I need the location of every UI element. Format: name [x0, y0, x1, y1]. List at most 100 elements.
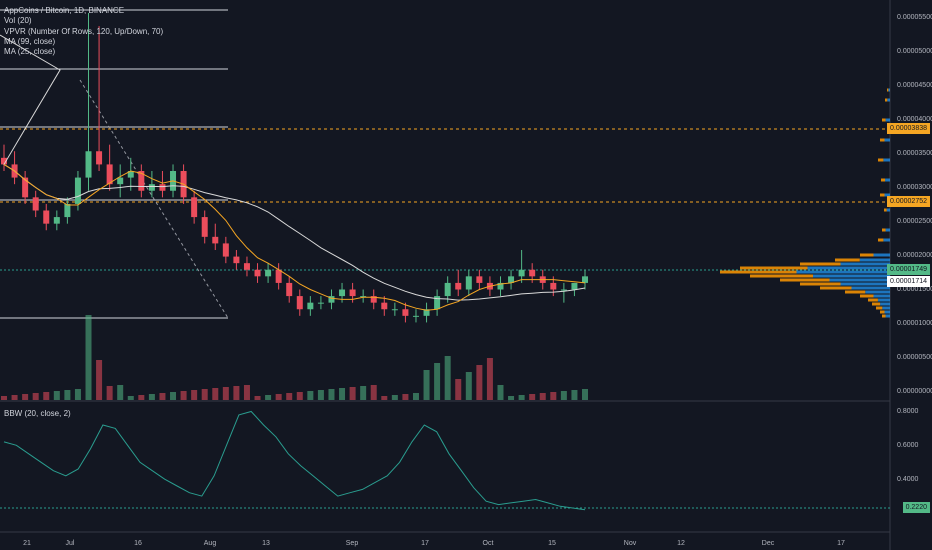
vpvr-bar-up: [877, 298, 890, 302]
volume-bar: [254, 396, 261, 400]
candle-body: [508, 276, 515, 283]
candle-body: [307, 302, 314, 310]
vpvr-bar-up: [884, 310, 890, 314]
price-tag-last: 0.00001749: [887, 264, 930, 275]
volume-bar: [85, 315, 92, 400]
time-axis-label: 21: [23, 540, 31, 547]
price-axis-label: 0.00001000: [897, 320, 932, 327]
legend-volume[interactable]: Vol (20): [4, 16, 32, 26]
legend-vpvr[interactable]: VPVR (Number Of Rows, 120, Up/Down, 70): [4, 26, 164, 36]
time-axis-label: Jul: [66, 540, 75, 547]
candle-body: [550, 282, 557, 290]
volume-bar: [328, 389, 335, 400]
candle-body: [74, 177, 81, 204]
price-axis-label: 0.00005500: [897, 14, 932, 21]
candle-body: [265, 269, 272, 277]
candle-body: [254, 269, 261, 277]
candle-body: [64, 203, 71, 218]
volume-bar: [286, 393, 293, 400]
time-axis-label: Nov: [624, 540, 637, 547]
candle-body: [434, 296, 441, 310]
vpvr-bar-down: [878, 238, 884, 242]
candle-body: [529, 269, 536, 277]
price-axis-label: 0.00004000: [897, 116, 932, 123]
vpvr-bar-up: [885, 178, 890, 182]
candle-body: [296, 296, 303, 310]
legend-ma99[interactable]: MA (99, close): [4, 36, 56, 46]
volume-bar: [117, 385, 124, 400]
price-axis-label: 0.00000500: [897, 354, 932, 361]
candle-body: [328, 296, 335, 303]
time-axis-label: Dec: [762, 540, 775, 547]
volume-bar: [222, 387, 229, 400]
candle-body: [1, 157, 7, 165]
candle-body: [339, 289, 346, 297]
bbw-axis-label: 0.8000: [897, 408, 919, 415]
volume-bar: [43, 392, 50, 400]
vpvr-bar-up: [883, 158, 890, 162]
candle-body: [243, 263, 250, 270]
candle-body: [497, 282, 504, 290]
volume-bar: [381, 396, 388, 400]
volume-bar: [412, 393, 419, 400]
vpvr-bar-up: [865, 290, 890, 294]
volume-bar: [339, 388, 346, 400]
candle-body: [22, 177, 29, 198]
price-axis-label: 0.00002500: [897, 218, 932, 225]
price-tag-level: 0.00002752: [887, 196, 930, 207]
volume-bar: [434, 363, 441, 400]
time-axis-label: 17: [837, 540, 845, 547]
candle-body: [222, 243, 229, 257]
candle-body: [444, 282, 451, 297]
candle-body: [412, 315, 419, 317]
volume-bar: [465, 372, 472, 400]
volume-bar: [201, 389, 208, 400]
vpvr-bar-up: [829, 278, 890, 282]
time-axis-label: Oct: [483, 540, 494, 547]
volume-bar: [53, 391, 60, 400]
volume-bar: [170, 392, 177, 400]
time-axis-label: 17: [421, 540, 429, 547]
volume-bar: [317, 390, 324, 400]
candle-body: [349, 289, 356, 297]
legend-ma25[interactable]: MA (25, close): [4, 47, 56, 57]
volume-bar: [423, 370, 430, 400]
volume-bar: [64, 390, 71, 400]
bbw-legend[interactable]: BBW (20, close, 2): [4, 409, 71, 418]
candle-body: [360, 296, 367, 298]
volume-bar: [518, 395, 525, 400]
candle-body: [286, 282, 293, 297]
volume-bar: [571, 390, 578, 400]
time-axis-label: 15: [548, 540, 556, 547]
price-axis-label: 0.00004500: [897, 82, 932, 89]
volume-bar: [96, 360, 103, 400]
vpvr-bar-down: [820, 286, 852, 290]
volume-bar: [265, 395, 272, 400]
vpvr-bar-down: [880, 138, 885, 142]
candle-body: [582, 276, 588, 283]
candle-body: [159, 184, 166, 191]
vpvr-bar-down: [887, 88, 889, 92]
vpvr-bar-up: [884, 138, 890, 142]
volume-bar: [508, 396, 515, 400]
candle-body: [138, 171, 145, 191]
candle-body: [117, 177, 124, 185]
price-axis-label: 0.00001500: [897, 286, 932, 293]
volume-bar: [455, 379, 462, 400]
volume-bar: [560, 391, 567, 400]
candle-body: [275, 269, 282, 283]
volume-bar: [127, 396, 134, 400]
price-tag-resistance: 0.00003838: [887, 123, 930, 134]
volume-bar: [191, 390, 198, 400]
legend-symbol[interactable]: AppCoins / Bitcoin, 1D, BINANCE: [4, 6, 125, 15]
price-axis-label: 0.00000000: [897, 388, 932, 395]
vpvr-bar-down: [884, 208, 887, 212]
volume-bar: [233, 386, 240, 400]
volume-bar: [391, 395, 398, 400]
vpvr-bar-down: [882, 228, 886, 232]
vpvr-bar-down: [860, 253, 874, 257]
vpvr-bar-up: [882, 306, 890, 310]
volume-bar: [582, 389, 588, 400]
volume-bar: [444, 356, 451, 400]
